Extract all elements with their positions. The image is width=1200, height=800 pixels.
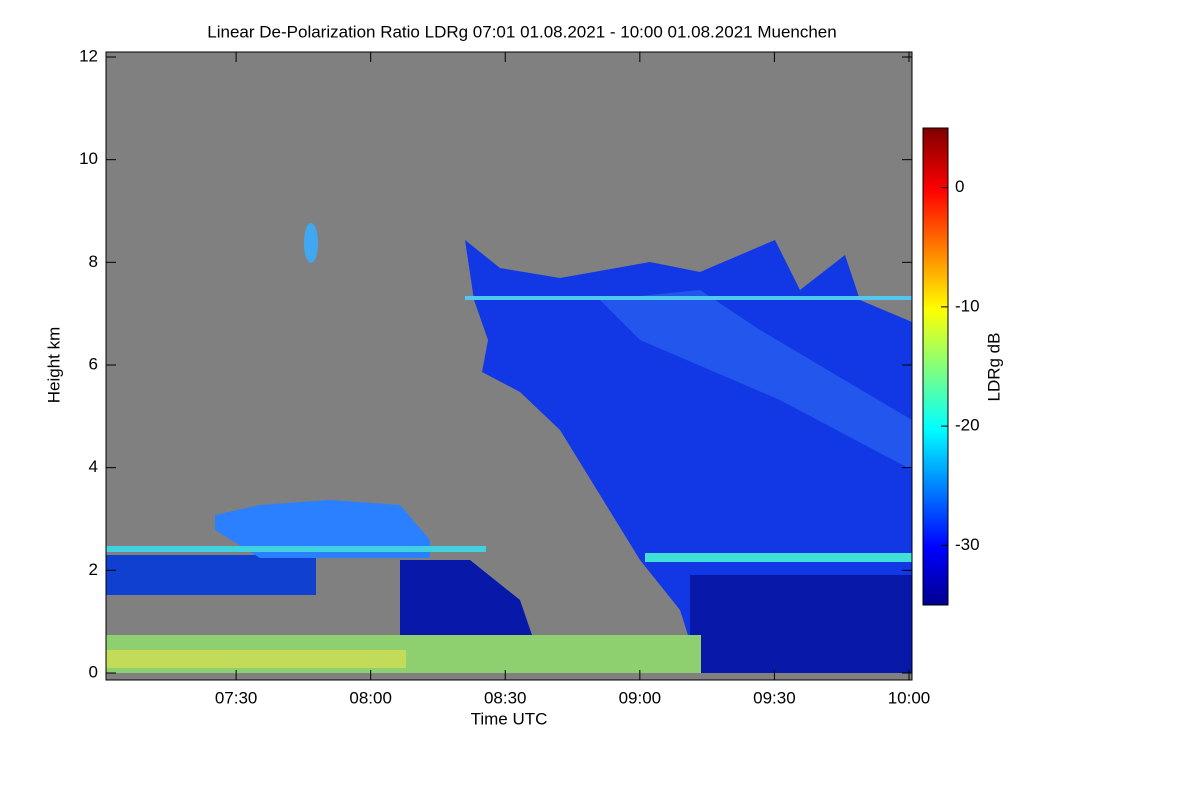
ice-patch (304, 223, 318, 263)
x-tick-label: 08:30 (484, 688, 527, 707)
colorbar-tick-label: -10 (955, 296, 980, 315)
x-tick-label: 09:30 (753, 688, 796, 707)
layer-line (106, 546, 486, 552)
x-axis-label: Time UTC (471, 709, 548, 728)
cloud-echo (600, 290, 912, 470)
chart-title: Linear De-Polarization Ratio LDRg 07:01 … (207, 22, 836, 41)
y-tick-label: 8 (89, 252, 98, 271)
colorbar-tick-label: 0 (955, 177, 964, 196)
y-tick-label: 0 (89, 662, 98, 681)
x-tick-label: 09:00 (619, 688, 662, 707)
cloud-echo (465, 240, 912, 673)
melting-layer (645, 553, 912, 562)
colorbar (922, 127, 949, 606)
plot-field (105, 51, 913, 681)
layer-line (465, 296, 912, 300)
x-tick-label: 07:30 (215, 688, 258, 707)
low-layer (106, 555, 316, 595)
near-ground-clutter (106, 650, 406, 668)
x-tick-label: 08:00 (349, 688, 392, 707)
colorbar-label: LDRg dB (984, 333, 1003, 402)
x-tick-label: 10:00 (888, 688, 931, 707)
y-tick-label: 6 (89, 354, 98, 373)
plot-frame (105, 51, 913, 681)
y-axis-label: Height km (44, 327, 63, 404)
y-tick-label: 2 (89, 560, 98, 579)
lower-echo (690, 575, 912, 673)
y-tick-label: 12 (79, 46, 98, 65)
colorbar-tick-label: -30 (955, 535, 980, 554)
mid-cloud (215, 500, 430, 558)
colorbar-tick-label: -20 (955, 416, 980, 435)
y-tick-label: 4 (89, 457, 98, 476)
y-tick-label: 10 (79, 149, 98, 168)
